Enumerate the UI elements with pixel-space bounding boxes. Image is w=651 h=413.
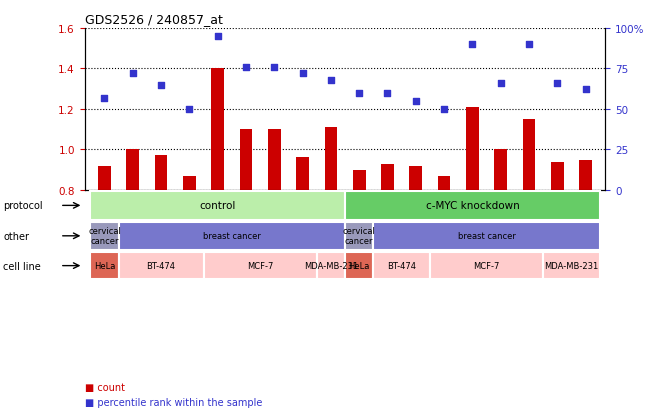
Bar xyxy=(126,150,139,190)
Text: GSM136097: GSM136097 xyxy=(124,205,133,251)
Bar xyxy=(430,252,543,280)
Text: GSM136092: GSM136092 xyxy=(577,205,586,251)
Point xyxy=(581,87,591,94)
Text: ■ count: ■ count xyxy=(85,382,124,392)
Bar xyxy=(373,252,430,280)
Text: GSM136088: GSM136088 xyxy=(520,205,529,251)
Point xyxy=(269,64,279,71)
Bar xyxy=(324,128,337,190)
Point xyxy=(212,34,223,40)
Point xyxy=(411,98,421,105)
Text: GSM136086: GSM136086 xyxy=(492,205,501,251)
Text: GSM136085: GSM136085 xyxy=(237,205,246,251)
Text: BT-474: BT-474 xyxy=(146,261,176,270)
Text: MCF-7: MCF-7 xyxy=(247,261,273,270)
Bar xyxy=(204,252,317,280)
Point xyxy=(524,42,534,48)
Point xyxy=(439,106,449,113)
Bar xyxy=(373,223,600,250)
Bar xyxy=(90,223,118,250)
Point xyxy=(467,42,478,48)
Bar xyxy=(579,160,592,190)
Bar xyxy=(494,150,507,190)
Text: HeLa: HeLa xyxy=(348,261,370,270)
Point xyxy=(495,81,506,87)
Point xyxy=(326,77,336,84)
Bar xyxy=(345,223,373,250)
Text: cervical
cancer: cervical cancer xyxy=(88,226,121,245)
Bar xyxy=(118,223,345,250)
Text: GSM136095: GSM136095 xyxy=(96,205,104,251)
Text: GSM136090: GSM136090 xyxy=(548,205,557,251)
Bar xyxy=(90,252,118,280)
Bar xyxy=(466,108,478,190)
Text: HeLa: HeLa xyxy=(94,261,115,270)
Bar xyxy=(268,130,281,190)
Point xyxy=(382,90,393,97)
Bar xyxy=(118,252,204,280)
Bar xyxy=(409,166,422,190)
Text: GSM136082: GSM136082 xyxy=(435,205,444,251)
Point xyxy=(298,71,308,77)
Bar xyxy=(437,176,450,190)
Text: breast cancer: breast cancer xyxy=(203,231,261,240)
Text: GSM136091: GSM136091 xyxy=(322,205,331,251)
Point xyxy=(354,90,365,97)
Text: cell line: cell line xyxy=(3,261,41,271)
Text: GSM136098: GSM136098 xyxy=(378,205,387,251)
Text: c-MYC knockdown: c-MYC knockdown xyxy=(426,200,519,210)
Text: BT-474: BT-474 xyxy=(387,261,416,270)
Bar xyxy=(551,162,564,190)
Bar xyxy=(155,156,167,190)
Point xyxy=(99,95,109,102)
Point xyxy=(184,106,195,113)
Bar xyxy=(345,192,600,220)
Text: cervical
cancer: cervical cancer xyxy=(342,226,376,245)
Text: GSM136080: GSM136080 xyxy=(407,205,416,251)
Text: GSM136084: GSM136084 xyxy=(464,205,473,251)
Text: protocol: protocol xyxy=(3,201,43,211)
Bar xyxy=(345,252,373,280)
Bar xyxy=(353,170,366,190)
Text: control: control xyxy=(199,200,236,210)
Text: GSM136089: GSM136089 xyxy=(294,205,303,251)
Text: GSM136096: GSM136096 xyxy=(350,205,359,251)
Bar xyxy=(523,120,535,190)
Bar xyxy=(240,130,253,190)
Text: MDA-MB-231: MDA-MB-231 xyxy=(304,261,358,270)
Text: MDA-MB-231: MDA-MB-231 xyxy=(544,261,598,270)
Bar xyxy=(543,252,600,280)
Point xyxy=(241,64,251,71)
Point xyxy=(156,82,166,89)
Text: GSM136081: GSM136081 xyxy=(180,205,189,251)
Text: GSM136087: GSM136087 xyxy=(265,205,274,251)
Point xyxy=(128,71,138,77)
Bar xyxy=(296,158,309,190)
Text: GDS2526 / 240857_at: GDS2526 / 240857_at xyxy=(85,13,223,26)
Text: GSM136083: GSM136083 xyxy=(209,205,217,251)
Text: breast cancer: breast cancer xyxy=(458,231,516,240)
Point xyxy=(552,81,562,87)
Text: ■ percentile rank within the sample: ■ percentile rank within the sample xyxy=(85,397,262,407)
Bar xyxy=(98,166,111,190)
Bar xyxy=(381,164,394,190)
Text: MCF-7: MCF-7 xyxy=(473,261,500,270)
Bar xyxy=(212,69,224,190)
Bar xyxy=(183,176,196,190)
Bar xyxy=(90,192,345,220)
Text: other: other xyxy=(3,231,29,241)
Text: GSM136079: GSM136079 xyxy=(152,205,161,251)
Bar xyxy=(317,252,345,280)
